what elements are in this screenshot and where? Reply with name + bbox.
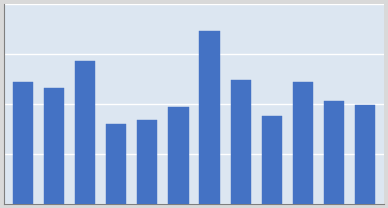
Bar xyxy=(13,82,33,204)
Bar xyxy=(293,82,313,204)
Bar xyxy=(355,105,375,204)
Bar xyxy=(106,124,126,204)
Bar xyxy=(199,31,220,204)
Bar xyxy=(230,80,251,204)
Bar xyxy=(262,116,282,204)
Bar xyxy=(75,61,95,204)
Bar xyxy=(137,120,158,204)
Bar xyxy=(168,107,189,204)
Bar xyxy=(324,101,344,204)
Bar xyxy=(44,88,64,204)
